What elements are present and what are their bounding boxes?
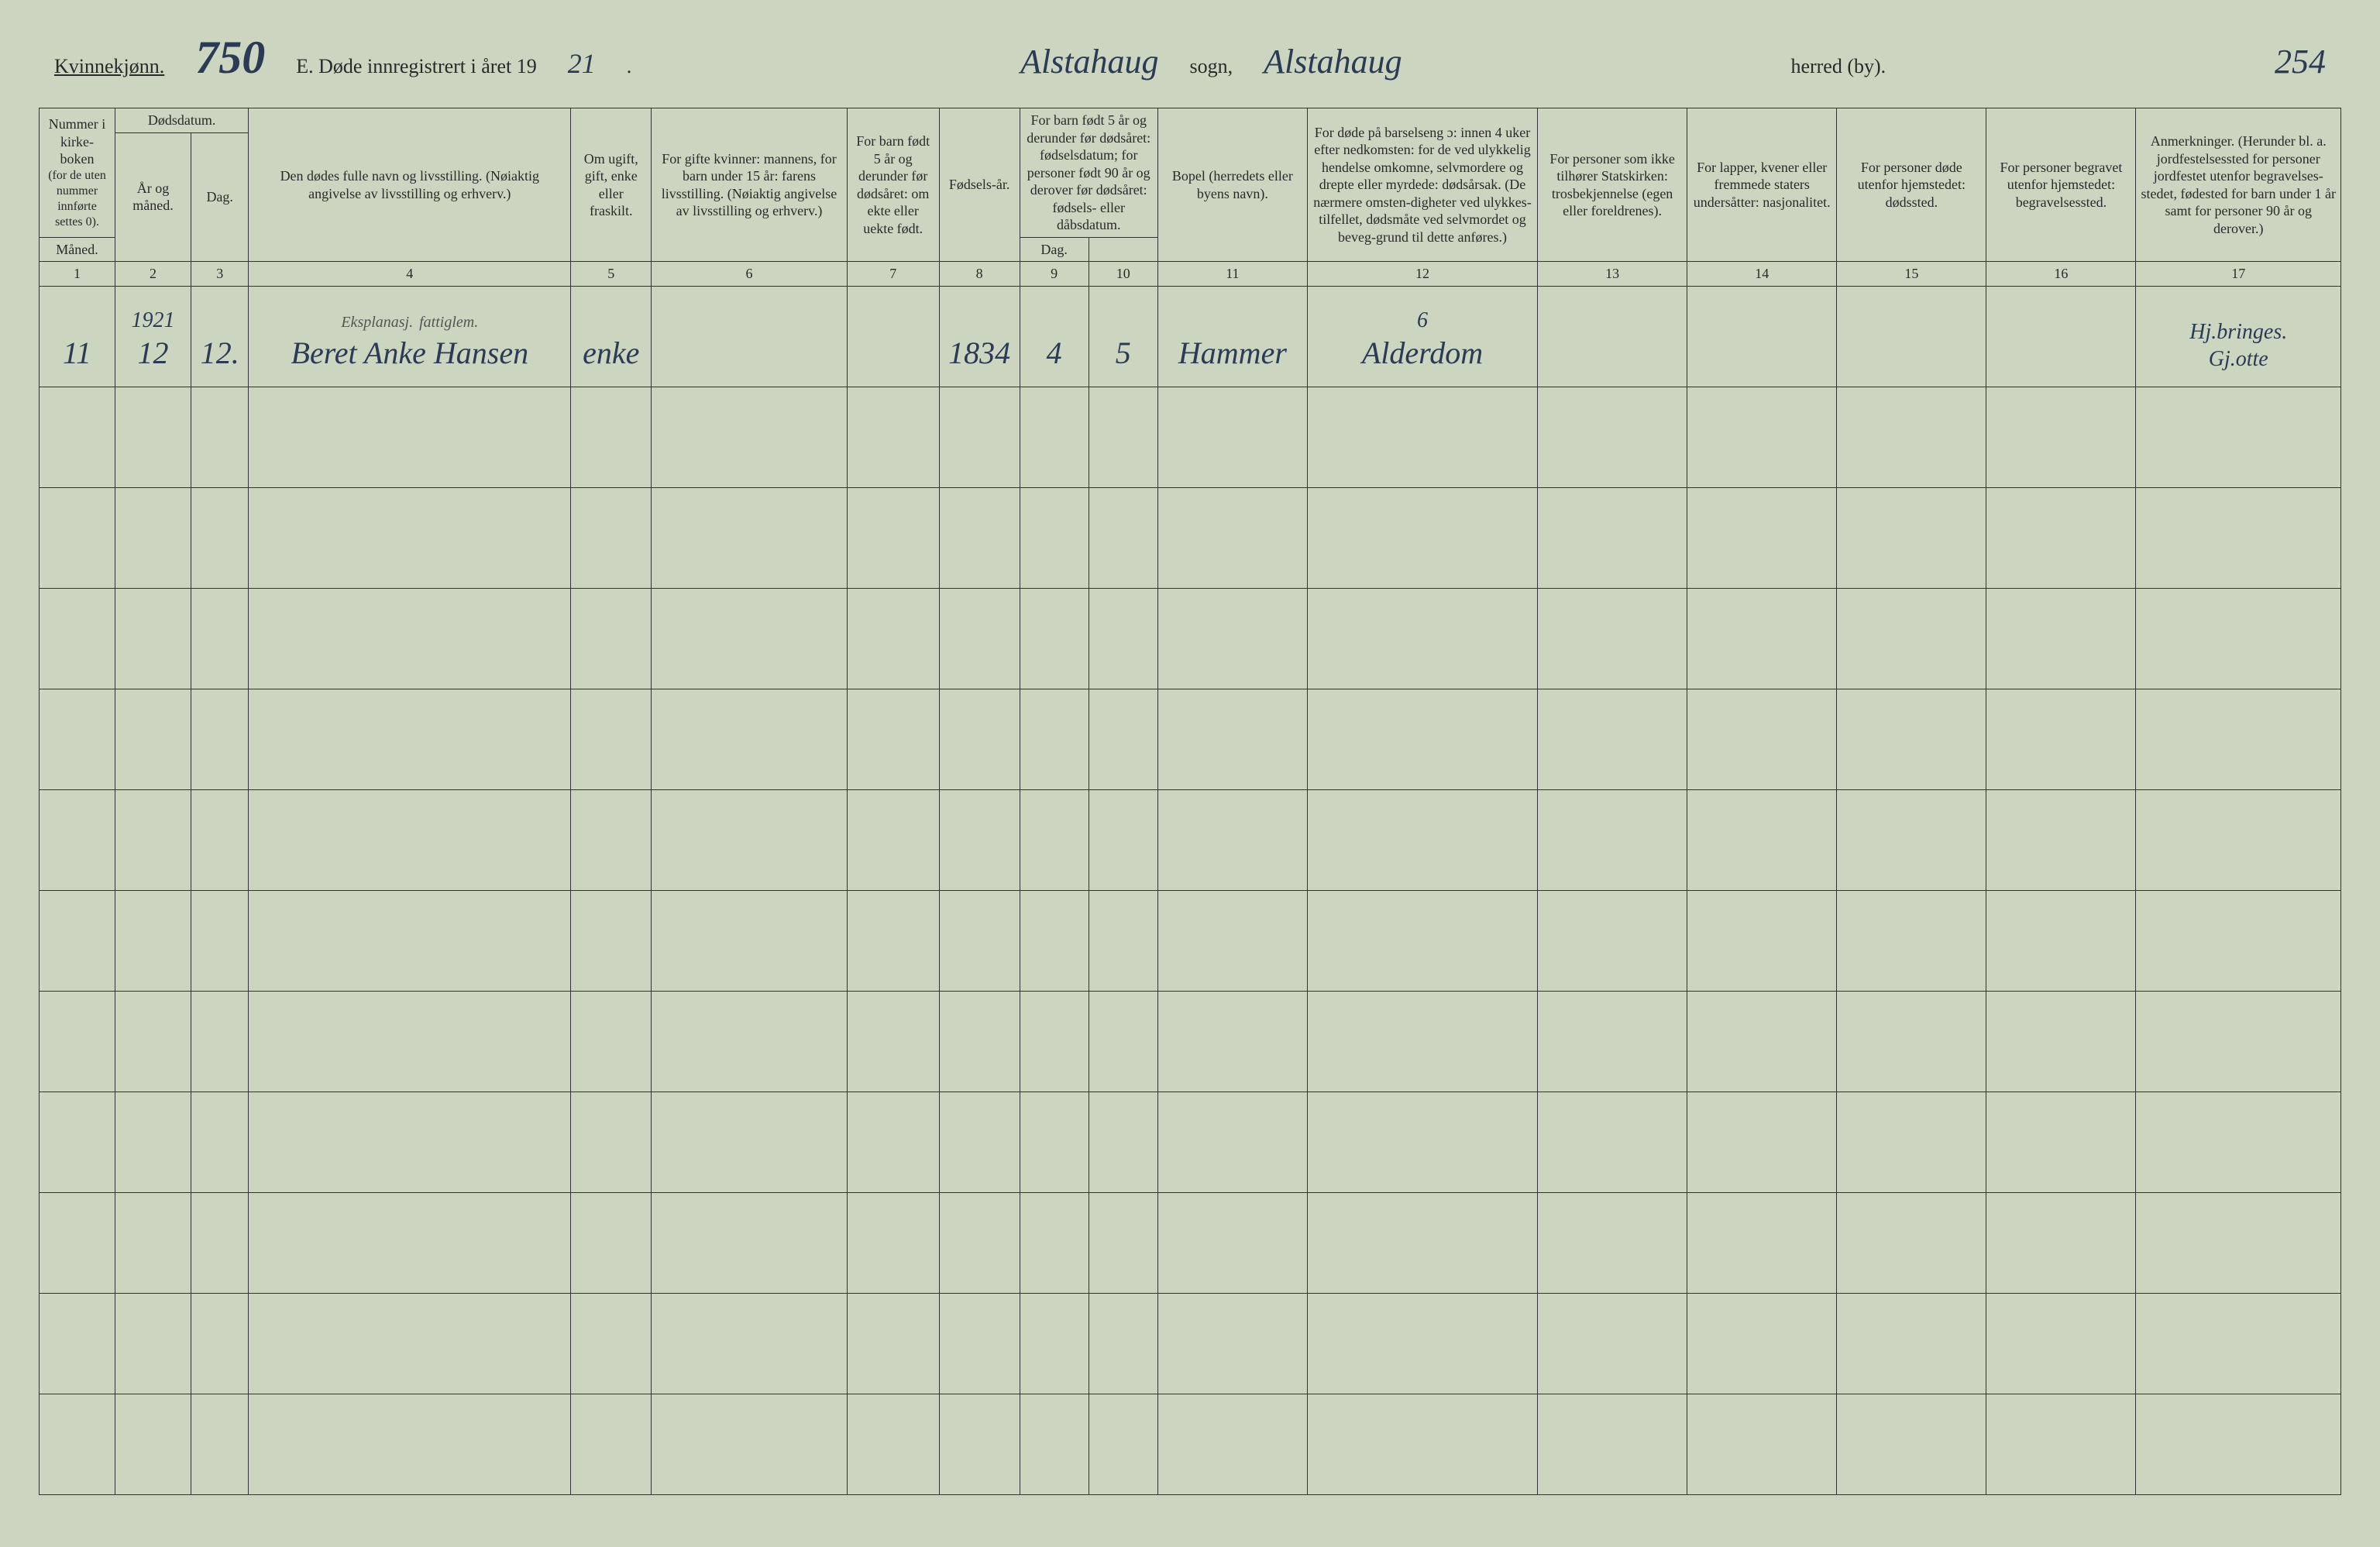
col-number: 9 <box>1020 262 1089 287</box>
col-number: 6 <box>652 262 848 287</box>
col-header: For lapper, kvener eller fremmede stater… <box>1687 108 1837 262</box>
entry-day: 12. <box>191 286 249 387</box>
entry-cause-text: Alderdom <box>1312 334 1532 373</box>
col-number: 16 <box>1986 262 2136 287</box>
table-row <box>40 588 2341 689</box>
sogn-value: Alstahaug <box>1020 42 1158 81</box>
col-header: For personer som ikke tilhører Statskirk… <box>1538 108 1687 262</box>
prefill-text: fattiglem. <box>419 314 478 331</box>
table-header: Nummer i kirke-boken (for de uten nummer… <box>40 108 2341 287</box>
col-header: Den dødes fulle navn og livsstilling. (N… <box>249 108 571 262</box>
herred-value: Alstahaug <box>1264 42 1402 81</box>
entry-residence: Hammer <box>1157 286 1307 387</box>
entry-death-place <box>1837 286 1986 387</box>
sogn-label: sogn, <box>1190 55 1233 78</box>
col-number: 5 <box>571 262 652 287</box>
col-subheader: Dag. <box>1020 237 1089 262</box>
col-header: For døde på barselseng ɔ: innen 4 uker e… <box>1307 108 1537 262</box>
table-row <box>40 487 2341 588</box>
ledger-page: Kvinnekjønn. 750 E. Døde innregistrert i… <box>39 31 2341 1516</box>
title-suffix: . <box>627 55 632 78</box>
table-body: 11 1921 12 12. Eksplanasj. fattiglem. Be… <box>40 286 2341 387</box>
table-row <box>40 387 2341 487</box>
entry-cause-code: 6 <box>1312 307 1532 334</box>
col-header: Om ugift, gift, enke eller fraskilt. <box>571 108 652 262</box>
col-header: Bopel (herredets eller byens navn). <box>1157 108 1307 262</box>
col-number: 10 <box>1089 262 1157 287</box>
ledger-table: Nummer i kirke-boken (for de uten nummer… <box>39 108 2341 1495</box>
table-row <box>40 1192 2341 1293</box>
col-number: 14 <box>1687 262 1837 287</box>
col-number: 7 <box>847 262 939 287</box>
col-header-text: (for de uten nummer innførte settes 0). <box>44 168 110 230</box>
table-row <box>40 1293 2341 1394</box>
gender-label: Kvinnekjønn. <box>54 55 164 78</box>
title-prefix: E. Døde innregistrert i året 19 <box>296 55 536 78</box>
table-row <box>40 689 2341 789</box>
col-number: 3 <box>191 262 249 287</box>
entry-birth-month: 4 <box>1020 286 1089 387</box>
table-row: 11 1921 12 12. Eksplanasj. fattiglem. Be… <box>40 286 2341 387</box>
entry-legit <box>847 286 939 387</box>
col-header: For personer døde utenfor hjemstedet: dø… <box>1837 108 1986 262</box>
col-subheader: Dag. <box>191 132 249 262</box>
table-row <box>40 1394 2341 1494</box>
table-row <box>40 991 2341 1091</box>
table-row <box>40 890 2341 991</box>
page-number-left: 750 <box>195 31 265 84</box>
col-header: Dødsdatum. <box>115 108 249 133</box>
entry-month: 12 <box>120 334 186 373</box>
col-header: For personer begravet utenfor hjemstedet… <box>1986 108 2136 262</box>
prefill-text: Eksplanasj. <box>341 314 413 331</box>
col-subheader: Måned. <box>40 237 115 262</box>
col-header: For barn født 5 år og derunder før dødså… <box>847 108 939 262</box>
page-number-right: 254 <box>2275 42 2326 81</box>
empty-rows <box>40 387 2341 1494</box>
year-handwritten: 21 <box>568 47 596 80</box>
entry-remarks: Hj.bringes. Gj.otte <box>2136 286 2341 387</box>
entry-name: Beret Anke Hansen <box>291 335 529 370</box>
col-number: 15 <box>1837 262 1986 287</box>
col-header: Nummer i kirke-boken (for de uten nummer… <box>40 108 115 238</box>
col-header-text: Nummer i kirke-boken <box>44 115 110 168</box>
col-number: 1 <box>40 262 115 287</box>
col-header: Fødsels-år. <box>939 108 1020 262</box>
col-number: 4 <box>249 262 571 287</box>
entry-year-month: 1921 12 <box>115 286 191 387</box>
col-header: Anmerkninger. (Herunder bl. a. jordfeste… <box>2136 108 2341 262</box>
entry-cause: 6 Alderdom <box>1307 286 1537 387</box>
col-subheader: År og måned. <box>115 132 191 262</box>
entry-spouse <box>652 286 848 387</box>
col-number: 11 <box>1157 262 1307 287</box>
col-number: 8 <box>939 262 1020 287</box>
page-header: Kvinnekjønn. 750 E. Døde innregistrert i… <box>39 31 2341 108</box>
col-number: 13 <box>1538 262 1687 287</box>
entry-year: 1921 <box>120 307 186 334</box>
col-number: 2 <box>115 262 191 287</box>
column-number-row: 1 2 3 4 5 6 7 8 9 10 11 12 13 14 15 16 1… <box>40 262 2341 287</box>
entry-status: enke <box>571 286 652 387</box>
entry-remarks-line: Hj.bringes. <box>2141 318 2336 345</box>
col-header: For barn født 5 år og derunder før dødså… <box>1020 108 1157 238</box>
entry-burial-place <box>1986 286 2136 387</box>
col-number: 12 <box>1307 262 1537 287</box>
entry-nationality <box>1687 286 1837 387</box>
table-row <box>40 789 2341 890</box>
entry-name-cell: Eksplanasj. fattiglem. Beret Anke Hansen <box>249 286 571 387</box>
col-number: 17 <box>2136 262 2341 287</box>
entry-faith <box>1538 286 1687 387</box>
entry-number: 11 <box>40 286 115 387</box>
entry-remarks-line: Gj.otte <box>2141 345 2336 373</box>
entry-birth-day: 5 <box>1089 286 1157 387</box>
entry-birth-year: 1834 <box>939 286 1020 387</box>
herred-label: herred (by). <box>1790 55 1886 78</box>
col-header: For gifte kvinner: mannens, for barn und… <box>652 108 848 262</box>
table-row <box>40 1091 2341 1192</box>
